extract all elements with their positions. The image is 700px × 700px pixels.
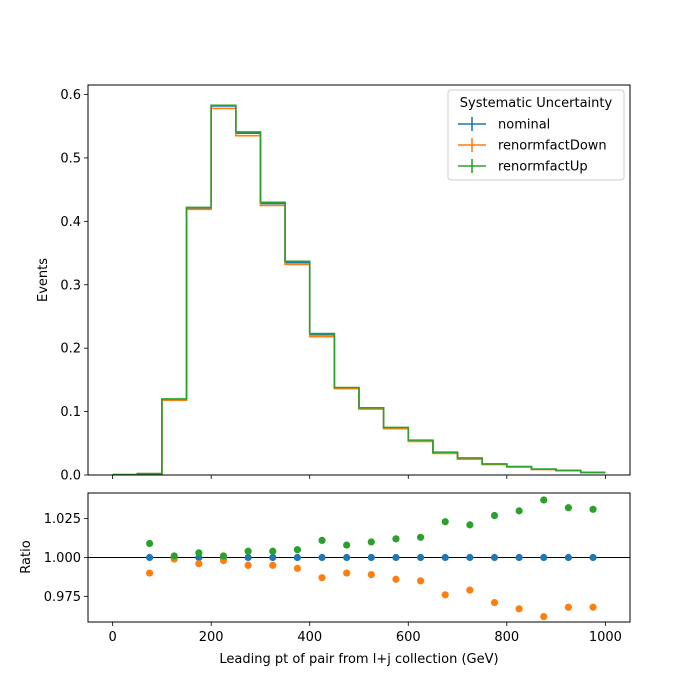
ratio-point-renormfactDown	[367, 570, 375, 579]
ratio-point-renormfactUp	[343, 541, 351, 549]
main-y-tick-label: 0.6	[60, 88, 81, 103]
legend-label-renormfactDown: renormfactDown	[498, 139, 607, 154]
ratio-y-tick-label: 1.025	[44, 512, 81, 527]
x-tick-label: 600	[396, 630, 421, 645]
main-y-tick-label: 0.5	[60, 151, 81, 166]
histogram-line-renormfactUp	[112, 104, 606, 476]
ratio-point-nominal	[392, 553, 400, 562]
ratio-point-nominal	[145, 553, 154, 562]
legend-frame	[447, 89, 625, 181]
ratio-point-renormfactUp	[145, 539, 154, 548]
ratio-point-renormfactUp	[269, 547, 277, 555]
ratio-point-nominal	[564, 553, 573, 562]
x-tick-label: 800	[494, 630, 519, 645]
legend: Systematic Uncertainty nominal renormfact…	[447, 89, 625, 181]
ratio-point-renormfactUp	[515, 507, 523, 515]
ratio-point-nominal	[269, 553, 277, 562]
ratio-point-renormfactUp	[416, 533, 425, 541]
ratio-point-renormfactUp	[466, 521, 474, 529]
ratio-point-nominal	[441, 553, 449, 562]
ratio-point-renormfactDown	[564, 603, 573, 611]
ratio-point-renormfactUp	[540, 496, 548, 504]
ratio-point-nominal	[490, 553, 499, 562]
ratio-point-renormfactUp	[367, 538, 375, 546]
histogram-series-group	[112, 104, 606, 476]
ratio-point-renormfactUp	[441, 518, 449, 526]
ratio-point-nominal	[540, 553, 548, 562]
x-tick-label: 400	[297, 630, 322, 645]
main-y-tick-label: 0.3	[60, 278, 81, 293]
ratio-y-ticks: 0.975 1.000 1.025	[44, 512, 88, 605]
ratio-point-renormfactDown	[318, 574, 326, 582]
ratio-point-renormfactDown	[589, 603, 597, 611]
legend-label-nominal: nominal	[498, 118, 550, 133]
ratio-point-renormfactUp	[564, 504, 573, 512]
ratio-point-nominal	[589, 553, 597, 562]
main-y-ticks: 0.0 0.1 0.2 0.3 0.4 0.5 0.6	[60, 88, 88, 484]
ratio-point-renormfactDown	[269, 561, 277, 569]
ratio-point-nominal	[515, 553, 523, 562]
ratio-point-renormfactUp	[195, 549, 203, 557]
x-axis-label: Leading pt of pair from l+j collection (…	[219, 652, 498, 667]
main-panel: 0.0 0.1 0.2 0.3 0.4 0.5 0.6 Events Systematic …	[36, 84, 631, 484]
legend-label-renormfactUp: renormfactUp	[498, 160, 588, 175]
ratio-point-renormfactDown	[244, 561, 252, 569]
ratio-point-renormfactUp	[490, 511, 499, 520]
ratio-point-renormfactDown	[293, 564, 302, 572]
x-tick-label: 0	[108, 630, 116, 645]
ratio-point-renormfactDown	[145, 569, 154, 577]
main-axes-frame	[87, 84, 631, 476]
ratio-point-renormfactUp	[293, 546, 302, 554]
ratio-point-renormfactUp	[392, 535, 400, 543]
main-y-axis-label: Events	[36, 258, 51, 302]
ratio-series-group	[145, 496, 597, 621]
ratio-point-renormfactDown	[195, 560, 203, 568]
ratio-point-renormfactDown	[416, 577, 425, 585]
ratio-point-renormfactDown	[441, 591, 449, 599]
ratio-point-renormfactDown	[392, 575, 400, 583]
ratio-point-renormfactDown	[466, 586, 474, 594]
ratio-point-renormfactUp	[219, 552, 228, 560]
ratio-point-nominal	[367, 553, 375, 562]
ratio-point-nominal	[343, 553, 351, 562]
main-x-ticks	[112, 475, 606, 479]
main-y-tick-label: 0.1	[60, 405, 81, 420]
ratio-point-renormfactDown	[540, 612, 548, 621]
main-y-tick-label: 0.2	[60, 342, 81, 357]
ratio-point-renormfactUp	[244, 547, 252, 555]
ratio-point-renormfactDown	[515, 605, 523, 613]
ratio-point-nominal	[244, 553, 252, 562]
x-tick-label: 200	[199, 630, 224, 645]
ratio-point-renormfactDown	[490, 598, 499, 607]
ratio-point-nominal	[416, 553, 425, 562]
ratio-point-renormfactUp	[589, 505, 597, 513]
ratio-y-tick-label: 0.975	[44, 590, 81, 605]
ratio-y-tick-label: 1.000	[44, 551, 81, 566]
ratio-point-nominal	[318, 553, 326, 562]
ratio-point-nominal	[293, 553, 302, 562]
legend-entries: nominal renormfactDown renormfactUp	[458, 117, 607, 175]
ratio-point-renormfactDown	[343, 569, 351, 577]
x-tick-label: 1000	[589, 630, 622, 645]
ratio-point-renormfactUp	[170, 552, 178, 560]
ratio-x-ticks: 0 200 400 600 800 1000	[108, 622, 622, 645]
main-y-tick-label: 0.0	[60, 469, 81, 484]
ratio-y-axis-label: Ratio	[19, 540, 34, 573]
main-y-tick-label: 0.4	[60, 215, 81, 230]
ratio-point-nominal	[466, 553, 474, 562]
ratio-point-renormfactUp	[318, 536, 326, 545]
legend-title: Systematic Uncertainty	[460, 96, 613, 111]
